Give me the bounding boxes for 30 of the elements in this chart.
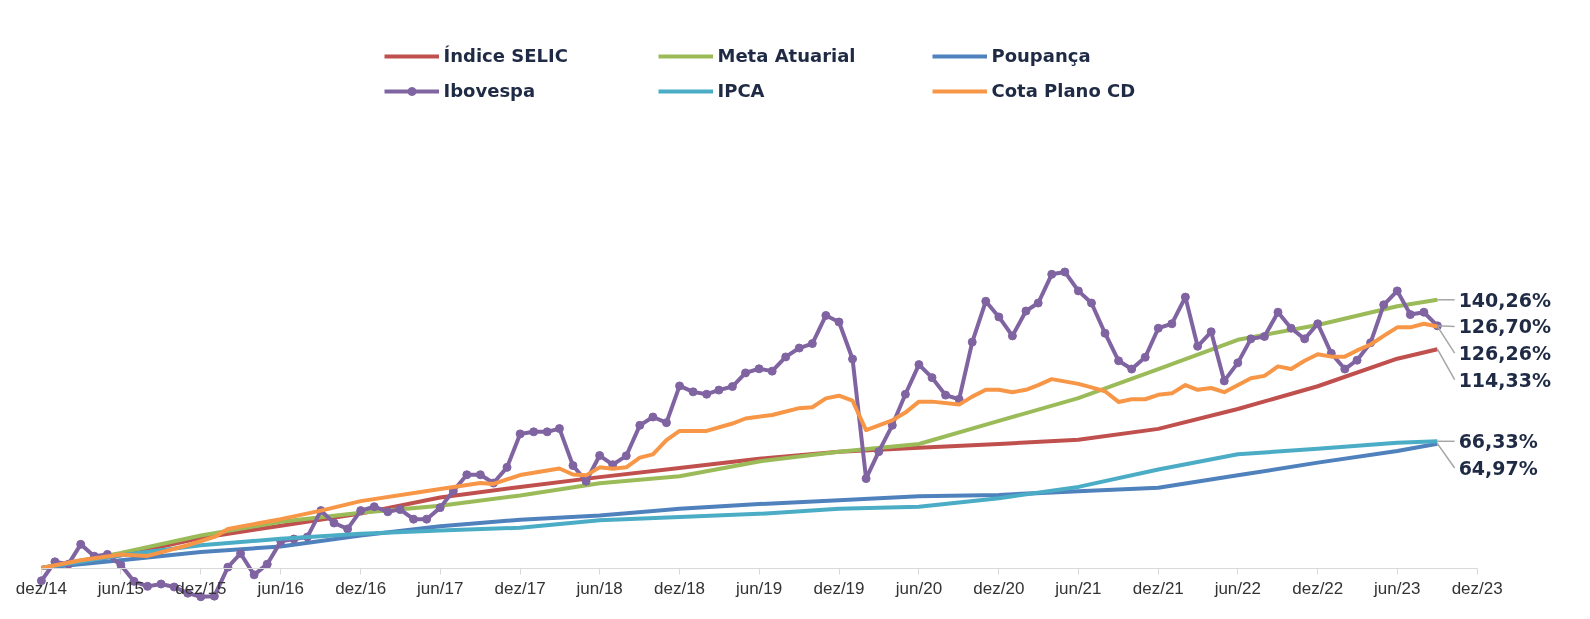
x-tick-label: dez/17 [494,579,546,599]
x-tick-label: jun/16 [256,579,304,599]
annotation: 114,33% [1458,368,1552,391]
legend-label: Índice SELIC [443,45,569,66]
legend-label: Meta Atuarial [717,45,857,66]
x-tick-label: jun/19 [734,579,783,599]
x-tick-label: jun/21 [1054,579,1102,599]
x-tick-label: jun/22 [1213,579,1261,599]
annotation: 64,97% [1458,456,1538,479]
legend-label: Ibovespa [443,80,537,101]
x-tick-label: dez/23 [1451,579,1503,599]
legend-label: Cota Plano CD [991,80,1137,101]
x-tick-label: dez/18 [654,579,706,599]
x-tick-label: dez/19 [813,579,865,599]
x-tick-label: jun/15 [96,579,145,599]
x-tick-label: jun/20 [894,579,943,599]
x-tick-label: dez/22 [1292,579,1344,599]
x-tick-label: dez/14 [15,579,67,599]
x-tick-label: dez/16 [335,579,387,599]
x-tick-label: jun/23 [1373,579,1421,599]
x-tick-label: jun/17 [416,579,464,599]
x-tick-label: dez/21 [1132,579,1184,599]
x-tick-label: jun/18 [575,579,623,599]
legend-label: Poupança [991,45,1092,66]
annotation: 140,26% [1458,288,1552,311]
x-tick-label: dez/20 [973,579,1025,599]
annotation: 126,26% [1458,342,1552,365]
annotation: 126,70% [1458,315,1552,338]
legend-label: IPCA [717,80,766,101]
annotation: 66,33% [1458,430,1538,453]
